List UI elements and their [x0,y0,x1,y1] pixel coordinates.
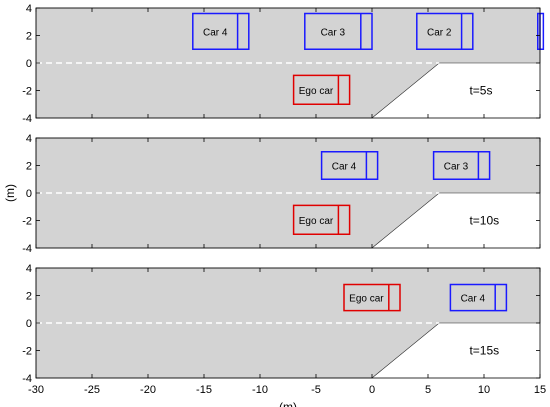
x-tick-label: 0 [369,384,375,396]
y-tick-label: -4 [22,373,32,385]
car-box [320,151,379,180]
x-tick-label: -5 [311,384,321,396]
car-label: Car 3 [444,162,469,173]
car-label: Car 4 [332,162,357,173]
y-axis-title: (m) [3,184,17,202]
car-label: Car 4 [461,294,486,305]
car-box [449,283,508,312]
y-tick-label: 4 [26,3,32,15]
car-box [416,12,474,50]
x-tick-label: 10 [478,384,490,396]
time-annotation: t=5s [469,84,492,98]
y-tick-label: -2 [22,216,32,228]
x-tick-label: -15 [196,384,212,396]
car-label: Ego car [299,216,334,227]
y-tick-label: -4 [22,243,32,255]
x-tick-label: -30 [28,384,44,396]
car-label: Car 3 [321,27,346,38]
car-box [292,204,351,235]
x-tick-label: 5 [425,384,431,396]
car-label: Car 2 [427,27,452,38]
car-box [304,12,373,50]
y-tick-label: 0 [26,318,32,330]
car-box [432,151,491,180]
y-tick-label: 0 [26,188,32,200]
car-box [292,74,351,105]
y-tick-label: -2 [22,346,32,358]
x-axis-title: (m) [279,400,297,407]
car-label: Ego car [299,86,334,97]
x-tick-label: -25 [84,384,100,396]
car-label: Car 4 [203,27,228,38]
y-tick-label: 2 [26,291,32,303]
y-tick-label: 2 [26,31,32,43]
time-annotation: t=10s [469,214,499,228]
y-tick-label: 4 [26,263,32,275]
y-tick-label: 4 [26,133,32,145]
x-tick-label: 15 [534,384,546,396]
y-tick-label: -2 [22,86,32,98]
x-tick-label: -10 [252,384,268,396]
car-box [192,12,250,50]
y-tick-label: 0 [26,58,32,70]
y-tick-label: 2 [26,161,32,173]
x-tick-label: -20 [140,384,156,396]
car-label: Ego car [349,294,384,305]
time-annotation: t=15s [469,344,499,358]
y-tick-label: -4 [22,113,32,125]
car-box [343,283,401,312]
